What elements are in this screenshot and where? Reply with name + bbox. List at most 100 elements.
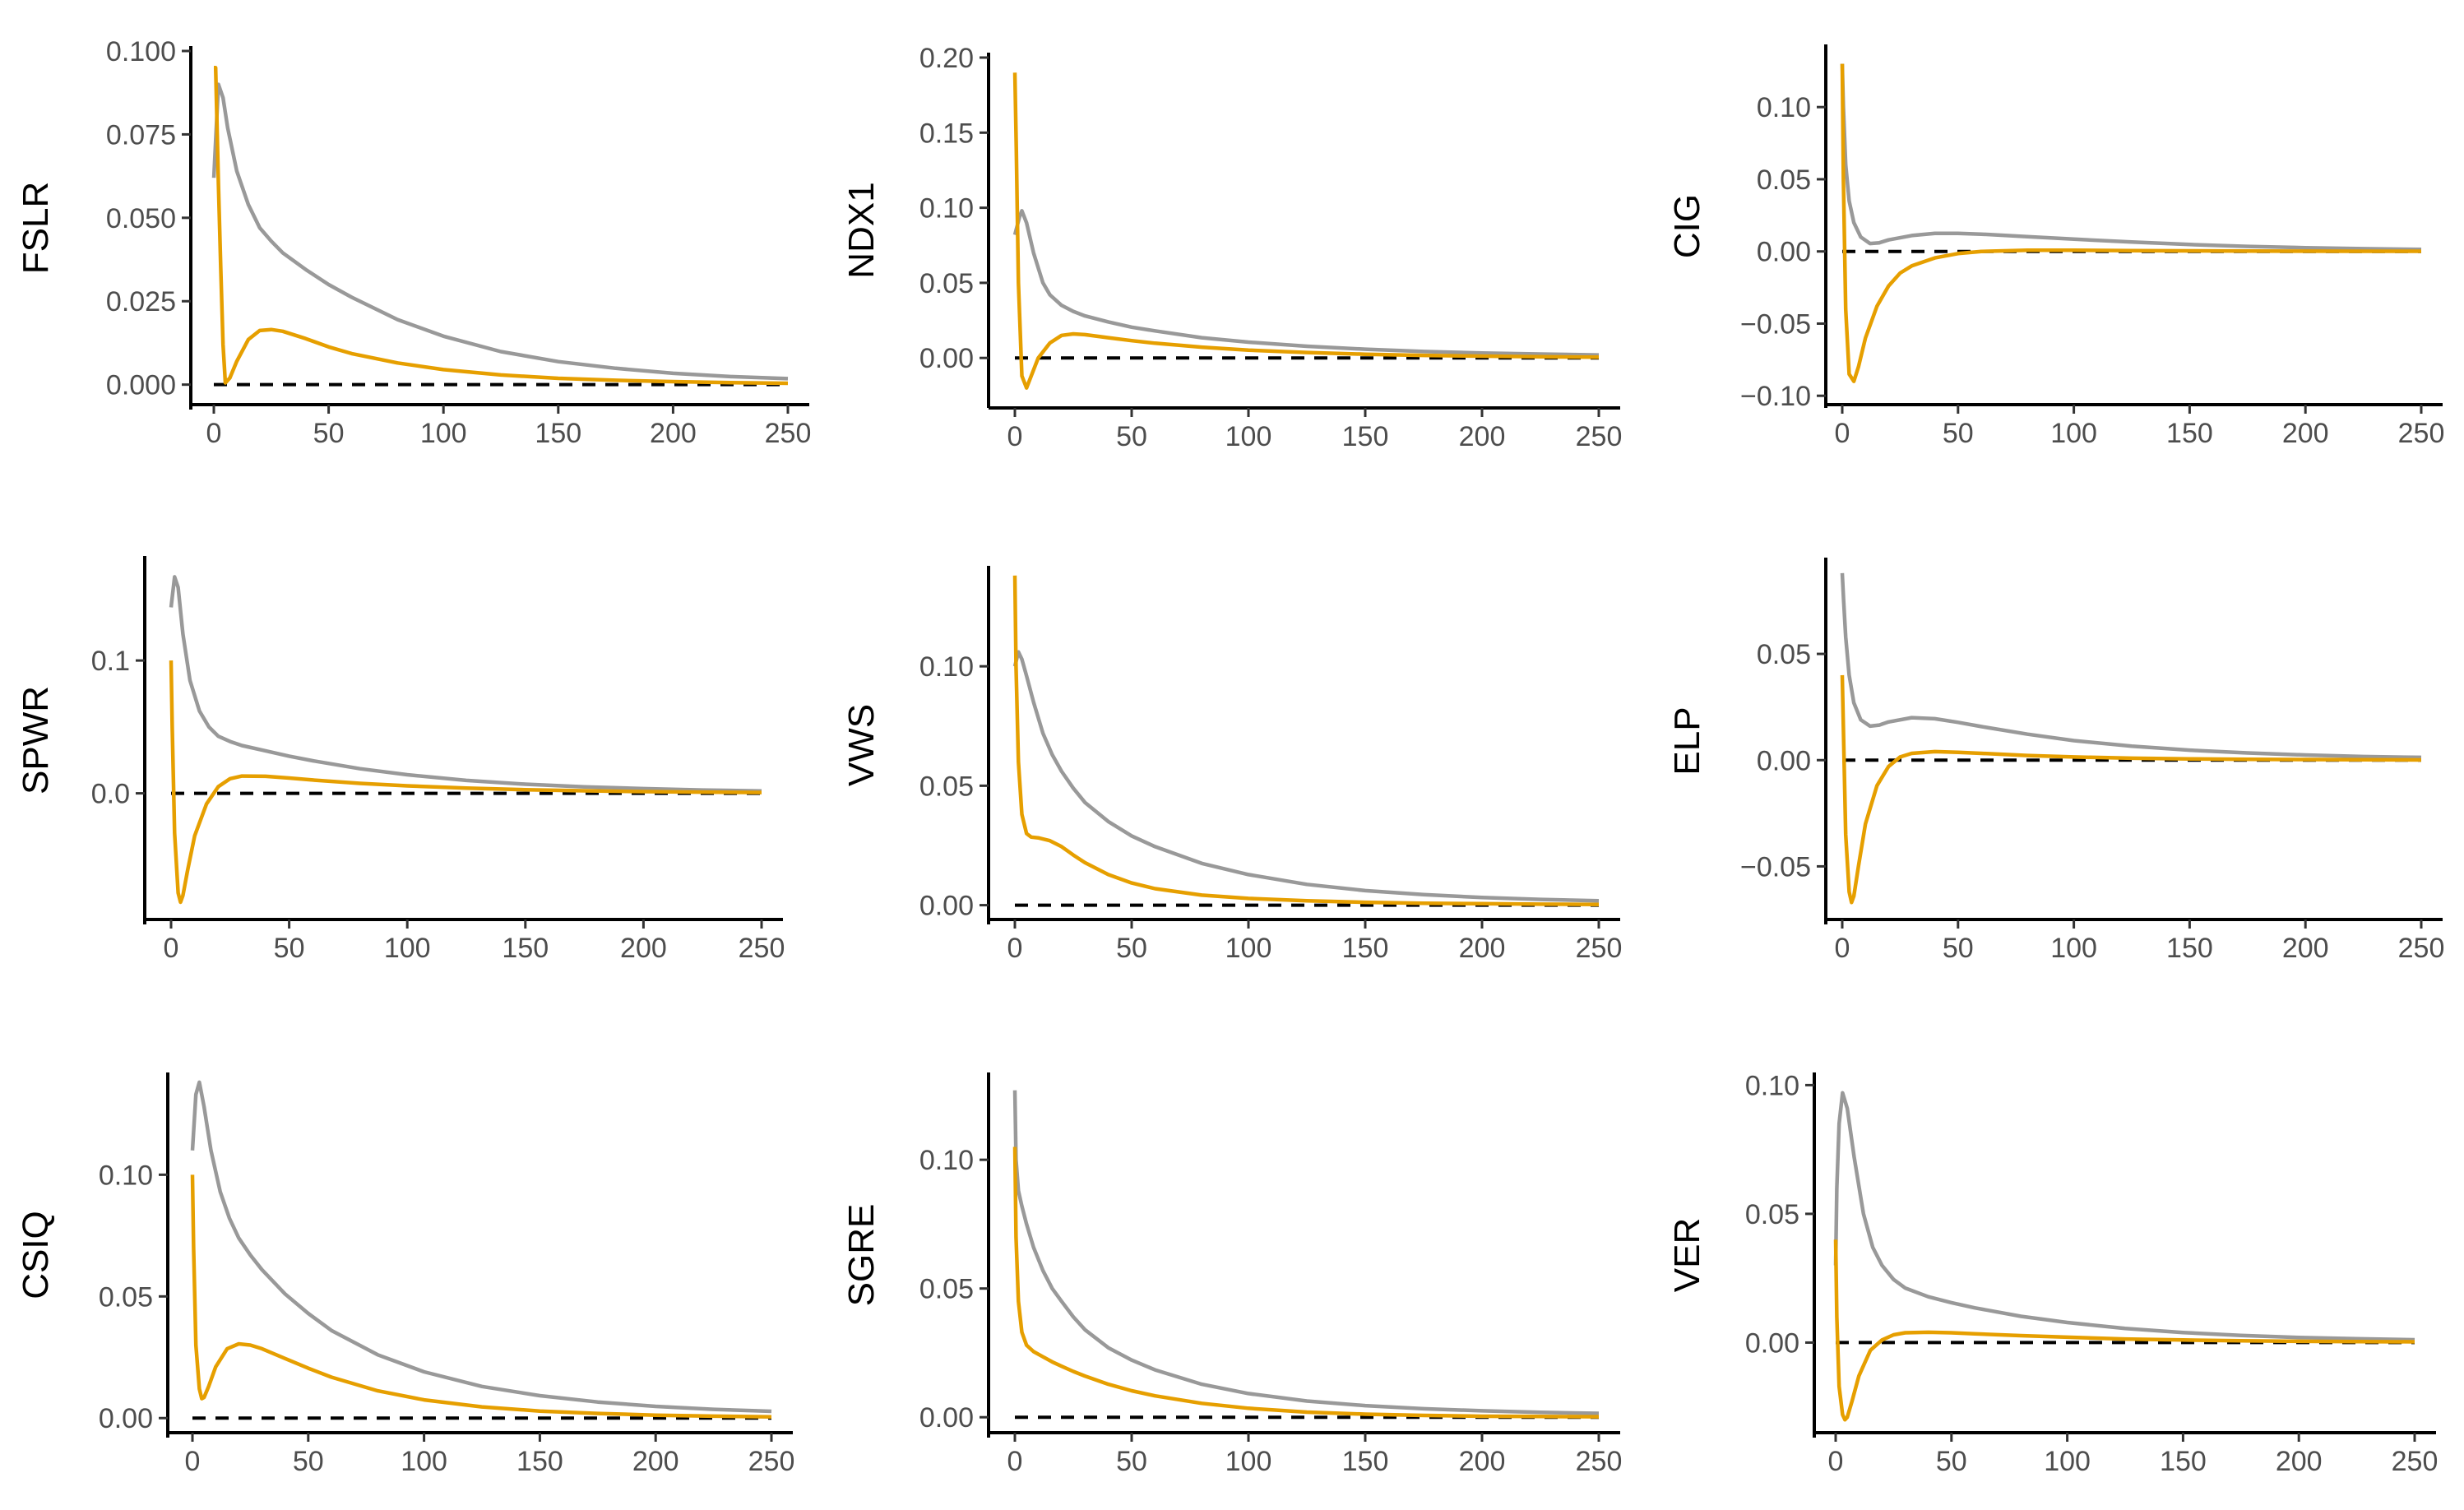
x-tick-label: 50 <box>1116 933 1147 964</box>
panel-vws: 0 50 100 150 200 250 0.00 0.05 0.10 VWS <box>841 566 1622 964</box>
y-tick-label: 0.00 <box>99 1403 153 1434</box>
x-tick-label: 200 <box>1459 933 1506 964</box>
series-line-gray <box>1012 650 1600 903</box>
x-tick-label: 200 <box>1459 1446 1506 1477</box>
series-line-orange <box>213 66 789 386</box>
x-tick-label: 100 <box>1225 1446 1272 1477</box>
y-tick-label: 0.000 <box>106 370 176 401</box>
y-tick-label: 0.00 <box>919 343 974 374</box>
x-tick-label: 200 <box>1459 421 1506 452</box>
x-tick-label: 200 <box>620 933 667 964</box>
y-tick-label: 0.10 <box>919 1145 974 1176</box>
panel-cig: 0 50 100 150 200 250 −0.10 −0.05 0.00 0.05 0.10 CIG <box>1667 44 2444 449</box>
x-tick-label: 150 <box>2166 418 2213 449</box>
x-tick-label: 50 <box>1116 421 1147 452</box>
panel-csiq: 0 50 100 150 200 250 0.00 0.05 0.10 CSIQ <box>16 1072 794 1477</box>
x-tick-label: 100 <box>401 1446 447 1477</box>
x-tick-label: 0 <box>1007 933 1023 964</box>
y-tick-label: 0.10 <box>1757 92 1811 123</box>
y-tick-label: 0.00 <box>919 891 974 922</box>
series-line-gray <box>1012 1090 1600 1415</box>
x-tick-label: 0 <box>1835 933 1850 964</box>
panel-elp: 0 50 100 150 200 250 −0.05 0.00 0.05 ELP <box>1667 558 2444 964</box>
x-tick-label: 200 <box>2276 1446 2323 1477</box>
y-axis-title: NDX1 <box>841 182 882 278</box>
y-axis-title: ELP <box>1667 706 1707 775</box>
x-tick-label: 0 <box>1828 1446 1844 1477</box>
x-tick-label: 150 <box>1342 933 1389 964</box>
x-tick-label: 150 <box>516 1446 563 1477</box>
y-tick-label: −0.05 <box>1740 851 1811 882</box>
y-tick-label: 0.025 <box>106 286 176 317</box>
y-tick-label: 0.05 <box>99 1281 153 1313</box>
series-line-gray <box>1833 1091 2415 1342</box>
x-tick-label: 150 <box>2166 933 2213 964</box>
y-tick-label: 0.05 <box>919 268 974 299</box>
y-tick-label: 0.050 <box>106 203 176 234</box>
series-line-orange <box>1012 1146 1600 1419</box>
y-tick-label: 0.05 <box>1745 1199 1799 1230</box>
x-tick-label: 200 <box>2282 418 2329 449</box>
x-tick-label: 250 <box>739 933 785 964</box>
x-tick-label: 50 <box>1936 1446 1967 1477</box>
y-tick-label: 0.075 <box>106 119 176 151</box>
series-line-gray <box>1012 209 1600 357</box>
x-tick-label: 150 <box>1342 421 1389 452</box>
x-tick-label: 150 <box>502 933 549 964</box>
y-tick-label: 0.00 <box>1757 745 1811 776</box>
y-tick-label: −0.10 <box>1740 381 1811 412</box>
series-line-orange <box>1840 63 2421 383</box>
y-axis-title: SGRE <box>841 1204 882 1307</box>
y-tick-label: 0.00 <box>1757 237 1811 268</box>
y-tick-label: 0.10 <box>99 1160 153 1191</box>
panel-fslr: 0 50 100 150 200 250 0.000 0.025 0.050 0.075 0.100… <box>16 36 811 449</box>
x-tick-label: 200 <box>2282 933 2329 964</box>
x-tick-label: 100 <box>1225 421 1272 452</box>
y-tick-label: 0.10 <box>919 651 974 683</box>
y-tick-label: 0.10 <box>1745 1070 1799 1101</box>
x-tick-label: 0 <box>185 1446 201 1477</box>
y-tick-label: 0.05 <box>919 771 974 802</box>
x-tick-label: 50 <box>1943 418 1974 449</box>
x-tick-label: 0 <box>164 933 179 964</box>
panel-ndx1: 0 50 100 150 200 250 0.00 0.05 0.10 0.15 0.20 NDX1 <box>841 43 1622 452</box>
x-tick-label: 50 <box>293 1446 324 1477</box>
x-tick-label: 250 <box>1576 421 1623 452</box>
x-tick-label: 0 <box>206 418 222 449</box>
x-tick-label: 100 <box>2050 418 2097 449</box>
series-line-orange <box>1840 674 2422 905</box>
y-tick-label: 0.00 <box>919 1402 974 1434</box>
y-tick-label: 0.20 <box>919 43 974 74</box>
series-line-gray <box>1840 572 2422 760</box>
y-tick-label: 0.00 <box>1745 1327 1799 1359</box>
x-tick-label: 50 <box>1943 933 1974 964</box>
x-tick-label: 250 <box>2398 933 2445 964</box>
y-tick-label: −0.05 <box>1740 308 1811 340</box>
x-tick-label: 50 <box>274 933 305 964</box>
series-line-orange <box>1012 72 1600 390</box>
x-tick-label: 50 <box>1116 1446 1147 1477</box>
x-tick-label: 250 <box>2392 1446 2439 1477</box>
series-line-orange <box>1833 1239 2415 1422</box>
panel-sgre: 0 50 100 150 200 250 0.00 0.05 0.10 SGRE <box>841 1072 1622 1477</box>
series-line-orange <box>190 1174 772 1420</box>
x-tick-label: 100 <box>2044 1446 2091 1477</box>
x-tick-label: 100 <box>384 933 431 964</box>
x-tick-label: 50 <box>313 418 345 449</box>
series-line-orange <box>1012 575 1600 906</box>
x-tick-label: 0 <box>1835 418 1850 449</box>
series-line-orange <box>169 660 762 905</box>
y-axis-title: FSLR <box>16 182 56 274</box>
x-tick-label: 0 <box>1007 1446 1023 1477</box>
x-tick-label: 250 <box>748 1446 795 1477</box>
y-tick-label: 0.05 <box>1757 164 1811 196</box>
y-tick-label: 0.0 <box>91 779 130 810</box>
y-tick-label: 0.100 <box>106 36 176 67</box>
x-tick-label: 250 <box>1576 933 1623 964</box>
series-line-gray <box>190 1080 772 1414</box>
x-tick-label: 100 <box>2050 933 2097 964</box>
y-tick-label: 0.15 <box>919 118 974 149</box>
x-tick-label: 150 <box>535 418 581 449</box>
x-tick-label: 100 <box>1225 933 1272 964</box>
